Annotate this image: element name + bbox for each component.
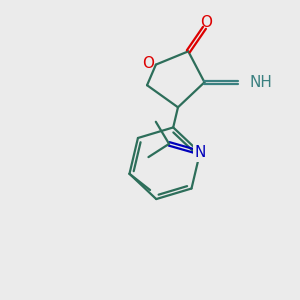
Text: NH: NH [250,75,272,90]
Text: N: N [194,145,206,160]
Text: O: O [200,15,212,30]
Text: O: O [142,56,154,70]
